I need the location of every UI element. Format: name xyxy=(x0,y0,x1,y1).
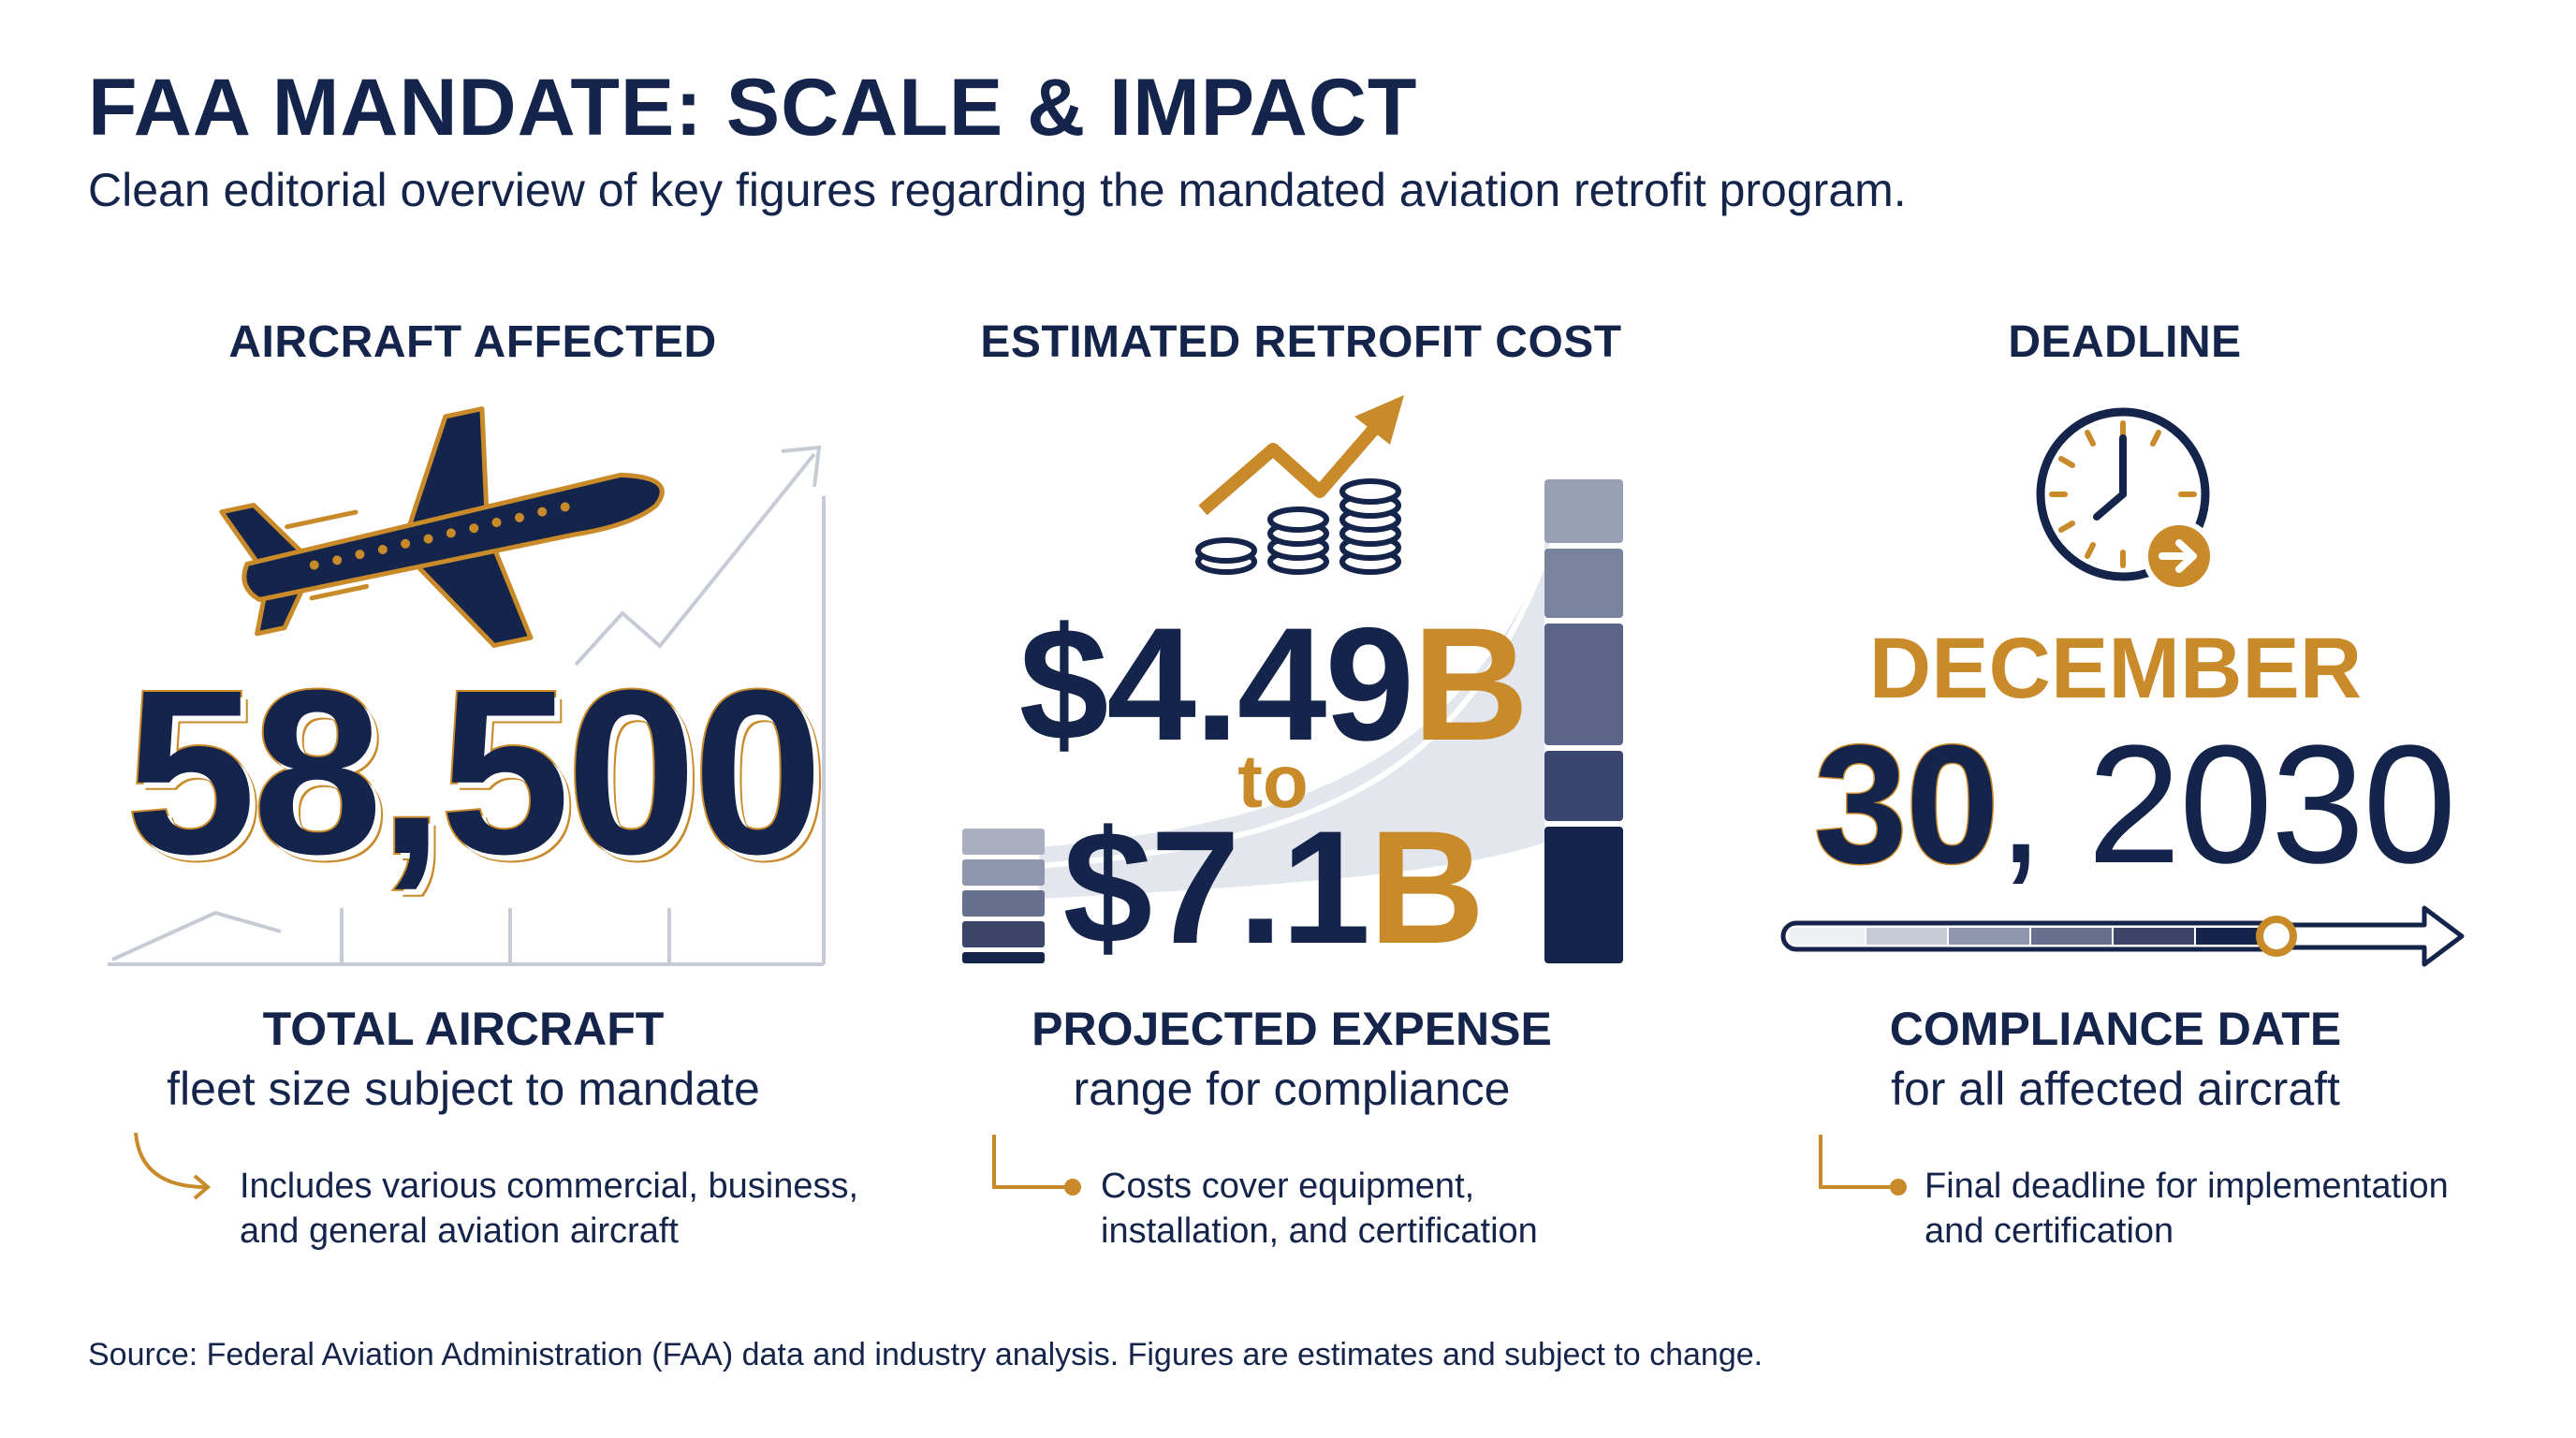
airplane-icon xyxy=(219,406,665,648)
deadline-note: Final deadline for implementation and ce… xyxy=(1925,1165,2449,1254)
deadline-note-line1: Final deadline for implementation xyxy=(1925,1167,2449,1206)
arrow-right-icon xyxy=(2143,520,2216,593)
note-dot-2 xyxy=(1064,1179,1081,1196)
cost-low-number: $4.49 xyxy=(1018,594,1414,774)
cost-note: Costs cover equipment, installation, and… xyxy=(1101,1165,1538,1254)
cost-label: PROJECTED EXPENSE xyxy=(1032,1003,1552,1055)
aircraft-label: TOTAL AIRCRAFT xyxy=(262,1003,665,1055)
deadline-heading: DEADLINE xyxy=(2008,317,2242,367)
aircraft-note-line1: Includes various commercial, business, xyxy=(240,1167,859,1206)
note-dot-3 xyxy=(1890,1179,1907,1196)
coin-stack-icon xyxy=(1195,478,1401,575)
deadline-day: 30 xyxy=(1812,711,2000,899)
background-trend-chart xyxy=(108,445,826,966)
cost-note-line2: installation, and certification xyxy=(1101,1211,1538,1251)
aircraft-count: 58,500 xyxy=(124,641,826,902)
deadline-sublabel: for all affected aircraft xyxy=(1891,1063,2340,1115)
deadline-label: COMPLIANCE DATE xyxy=(1889,1003,2342,1055)
note-connector-2 xyxy=(992,1135,1067,1189)
note-connector-1 xyxy=(134,1132,207,1189)
cost-left-bars xyxy=(962,829,1045,963)
deadline-month: DECEMBER xyxy=(1868,621,2363,716)
cost-low-value: $4.49B xyxy=(936,604,1610,765)
deadline-year: , 2030 xyxy=(1997,711,2456,899)
aircraft-note: Includes various commercial, business, a… xyxy=(240,1165,858,1254)
cost-note-line1: Costs cover equipment, xyxy=(1101,1167,1475,1206)
aircraft-heading: AIRCRAFT AFFECTED xyxy=(228,317,717,367)
trend-arrow-icon xyxy=(1198,395,1404,516)
source-note: Source: Federal Aviation Administration … xyxy=(88,1337,1764,1372)
page-subtitle: Clean editorial overview of key figures … xyxy=(88,164,1907,216)
cost-right-bars xyxy=(1544,479,1623,963)
aircraft-note-line2: and general aviation aircraft xyxy=(240,1211,679,1251)
deadline-timeline xyxy=(1780,905,2465,967)
cost-range-connector: to xyxy=(1237,740,1309,823)
cost-low-unit: B xyxy=(1412,594,1529,774)
cost-high-number: $7.1 xyxy=(1062,798,1371,977)
cost-ribbon xyxy=(1038,487,1555,899)
cost-sublabel: range for compliance xyxy=(1073,1063,1511,1115)
note-connector-3 xyxy=(1819,1135,1891,1189)
cost-high-unit: B xyxy=(1368,798,1485,977)
cost-high-value: $7.1B xyxy=(955,807,1591,968)
note-arrowhead-1 xyxy=(193,1174,212,1200)
cost-heading: ESTIMATED RETROFIT COST xyxy=(980,317,1622,367)
aircraft-sublabel: fleet size subject to mandate xyxy=(167,1063,760,1115)
deadline-date: 30, 2030 xyxy=(1769,719,2499,890)
page-title: FAA MANDATE: SCALE & IMPACT xyxy=(88,63,1418,153)
deadline-note-line2: and certification xyxy=(1925,1211,2174,1251)
